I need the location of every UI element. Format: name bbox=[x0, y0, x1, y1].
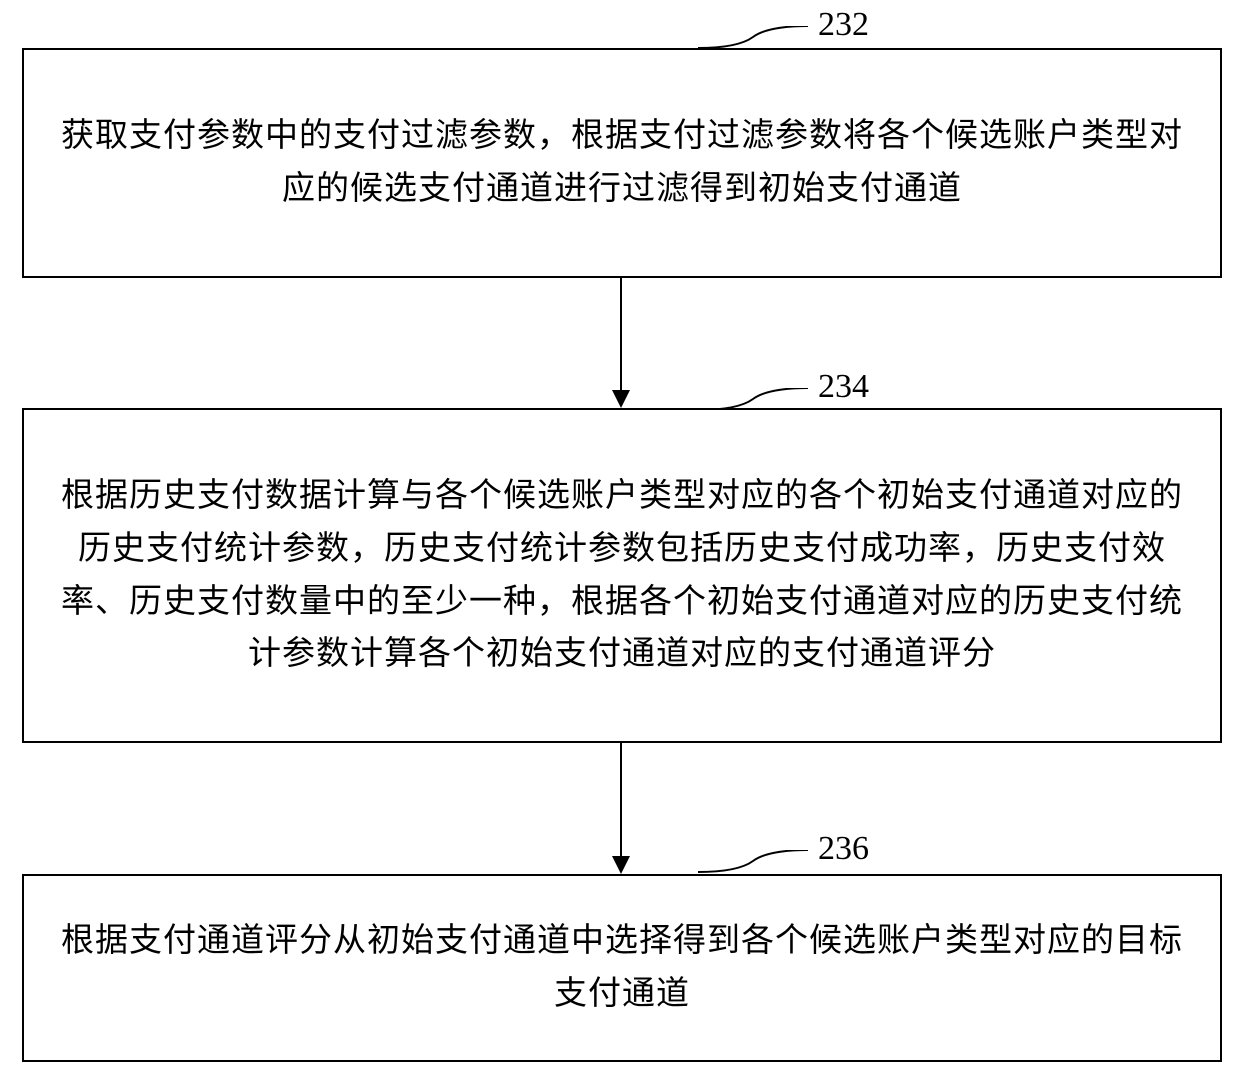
step-label-232: 232 bbox=[818, 6, 869, 44]
arrow-234-236 bbox=[612, 856, 630, 874]
flow-text-234: 根据历史支付数据计算与各个候选账户类型对应的各个初始支付通道对应的历史支付统计参… bbox=[54, 470, 1190, 681]
label-curve-232 bbox=[698, 26, 808, 50]
flow-box-232: 获取支付参数中的支付过滤参数，根据支付过滤参数将各个候选账户类型对应的候选支付通… bbox=[22, 48, 1222, 278]
step-label-236: 236 bbox=[818, 830, 869, 868]
label-text: 234 bbox=[818, 368, 869, 405]
arrow-232-234 bbox=[612, 390, 630, 408]
label-text: 232 bbox=[818, 6, 869, 43]
label-text: 236 bbox=[818, 830, 869, 867]
step-label-234: 234 bbox=[818, 368, 869, 406]
flow-box-234: 根据历史支付数据计算与各个候选账户类型对应的各个初始支付通道对应的历史支付统计参… bbox=[22, 408, 1222, 743]
label-curve-236 bbox=[698, 850, 808, 874]
connector-234-236 bbox=[620, 743, 622, 856]
flowchart-container: 232 获取支付参数中的支付过滤参数，根据支付过滤参数将各个候选账户类型对应的候… bbox=[0, 0, 1240, 1091]
flow-text-236: 根据支付通道评分从初始支付通道中选择得到各个候选账户类型对应的目标支付通道 bbox=[54, 915, 1190, 1021]
flow-box-236: 根据支付通道评分从初始支付通道中选择得到各个候选账户类型对应的目标支付通道 bbox=[22, 874, 1222, 1062]
flow-text-232: 获取支付参数中的支付过滤参数，根据支付过滤参数将各个候选账户类型对应的候选支付通… bbox=[54, 110, 1190, 216]
connector-232-234 bbox=[620, 278, 622, 390]
